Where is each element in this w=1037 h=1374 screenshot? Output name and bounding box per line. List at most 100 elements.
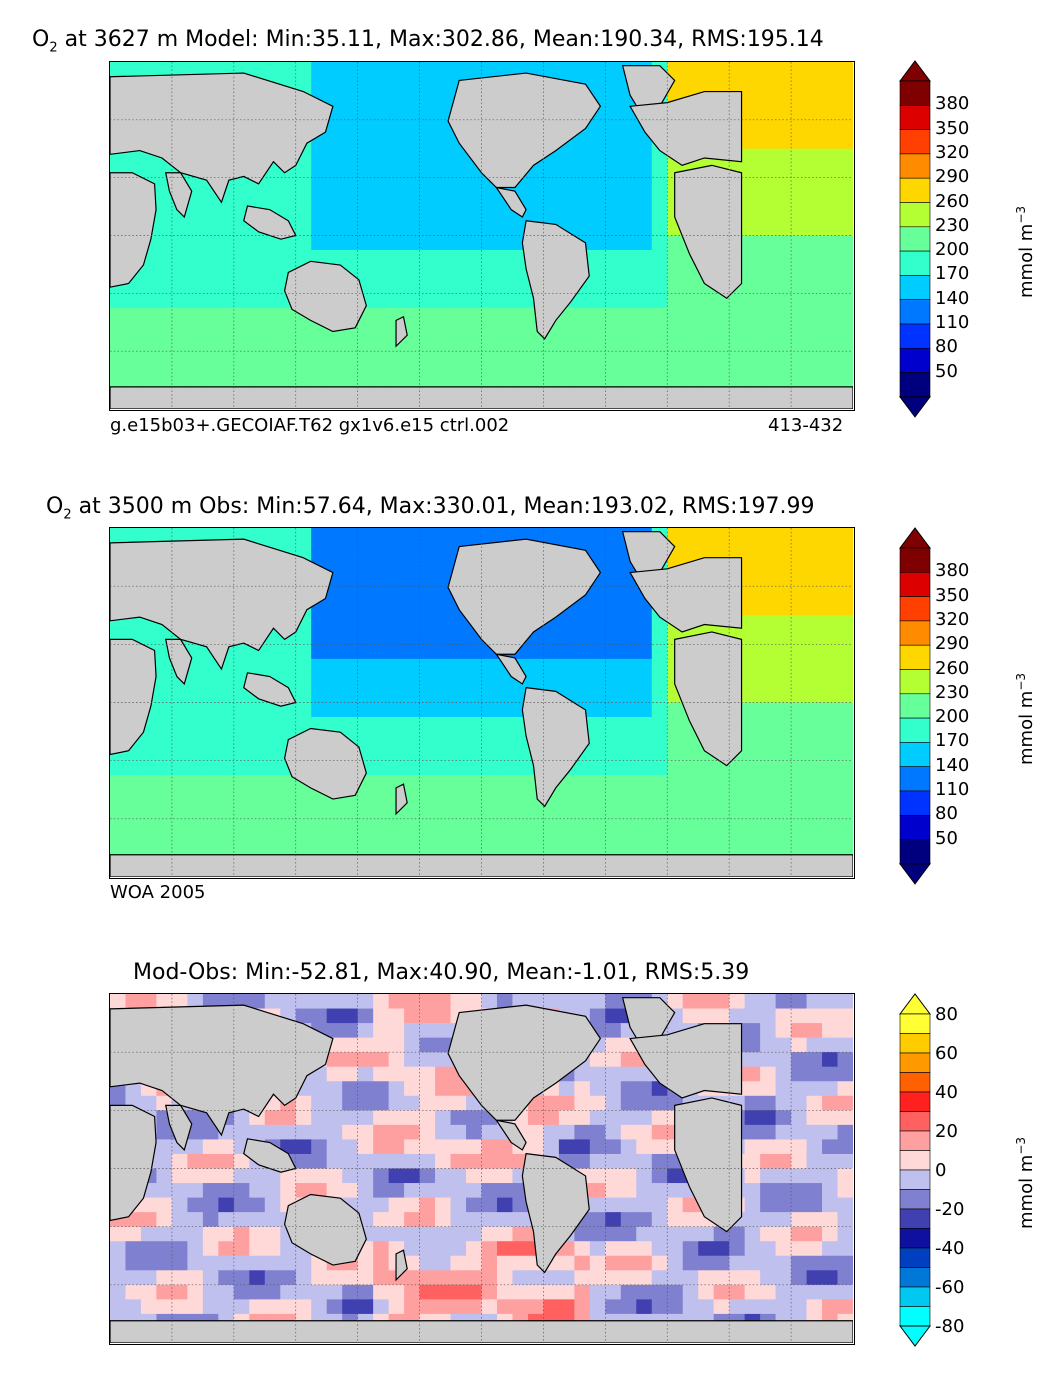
field-cell [156,1212,173,1228]
field-cell [636,322,653,338]
field-cell [202,687,219,703]
field-cell [760,105,776,121]
field-cell [435,322,451,338]
field-cell [822,76,838,92]
field-cell [822,278,838,294]
field-cell [775,644,792,660]
field-cell [760,1299,776,1315]
field-cell [373,600,389,616]
field-cell [419,818,436,834]
field-cell [357,586,374,602]
field-cell [543,192,560,207]
field-cell [326,586,343,602]
field-cell [589,62,606,77]
field-cell [357,528,374,543]
field-cell [388,586,405,602]
field-cell [233,1212,250,1228]
field-cell [791,105,807,121]
field-cell [373,307,389,323]
field-cell [512,818,529,834]
field-cell [110,1226,126,1242]
field-cell [605,615,622,631]
field-cell [822,1052,838,1068]
field-cell [744,249,761,265]
field-cell [651,192,668,207]
field-cell [760,818,776,834]
field-cell [342,192,359,207]
field-cell [249,293,266,309]
field-cell [651,658,668,674]
field-cell [698,1284,715,1300]
field-cell [806,249,823,265]
field-cell [404,192,420,207]
field-cell [342,90,359,106]
field-cell [326,804,343,820]
field-cell [233,775,250,791]
field-cell [806,586,823,602]
field-cell [760,746,776,762]
field-cell [636,1270,653,1286]
obs-caption-left: WOA 2005 [110,882,206,903]
field-cell [496,775,513,791]
field-cell [605,119,622,135]
field-cell [202,746,219,762]
field-cell [837,1284,853,1300]
field-cell [806,1081,823,1097]
field-cell [651,307,668,323]
diff-colorbar-swatch [899,1306,931,1327]
field-cell [667,1255,684,1271]
field-cell [837,206,853,222]
field-cell [667,746,684,762]
field-cell [311,687,328,703]
field-cell [791,833,807,849]
field-cell [357,1197,374,1213]
field-cell [589,76,606,92]
landmass [395,1249,408,1282]
field-cell [404,62,420,77]
field-cell [404,1008,420,1024]
field-cell [682,307,699,323]
field-cell [419,351,436,366]
field-cell [202,731,219,747]
field-cell [419,731,436,747]
field-cell [837,760,853,776]
field-cell [543,528,560,543]
field-cell [125,322,142,338]
field-cell [388,76,405,92]
field-cell [620,629,637,645]
field-cell [775,177,792,193]
field-cell [295,658,312,674]
field-cell [311,365,328,381]
model-colorbar-swatch [899,177,931,203]
field-cell [450,351,467,366]
field-cell [388,148,405,164]
field-cell [202,994,219,1009]
field-cell [682,746,699,762]
field-cell [558,673,575,689]
field-cell [342,351,359,366]
field-cell [435,1284,451,1300]
field-cell [775,119,792,135]
field-cell [388,1095,405,1111]
field-cell [822,163,838,179]
field-cell [729,1284,746,1300]
field-cell [404,365,420,381]
obs-colorbar-swatch [899,814,931,840]
field-cell [311,1124,328,1140]
field-cell [822,542,838,558]
field-cell [249,1299,266,1315]
field-cell [744,1124,761,1140]
model-colorbar-tick-label: 260 [935,190,970,212]
field-cell [605,542,622,558]
field-cell [713,307,730,323]
field-cell [202,1241,219,1257]
field-cell [822,528,838,543]
model-colorbar-tick-label: 110 [935,312,970,333]
field-cell [419,1255,436,1271]
field-cell [698,1255,715,1271]
field-cell [636,833,653,849]
field-cell [620,1212,637,1228]
field-cell [140,322,157,338]
field-cell [419,1241,436,1257]
field-cell [496,62,513,77]
